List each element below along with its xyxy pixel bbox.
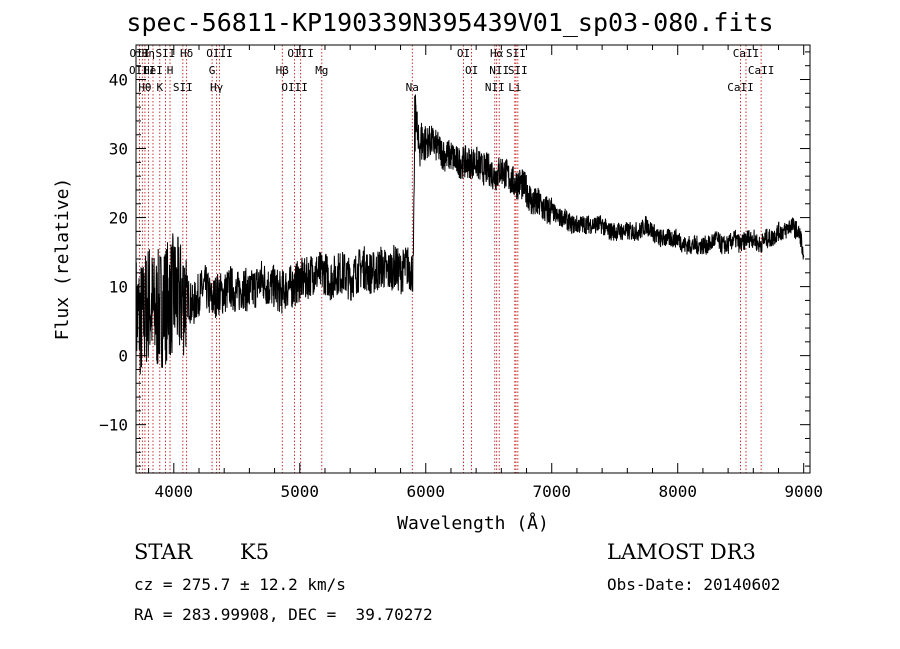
line-marker-label: CaII [727, 81, 754, 94]
line-marker-label: SII [506, 47, 526, 60]
line-marker-label: Hδ [180, 47, 193, 60]
ra-dec: RA = 283.99908, DEC = 39.70272 [134, 605, 433, 624]
object-class: STAR [134, 540, 193, 564]
line-marker-label: NII [485, 81, 505, 94]
y-tick-label: 30 [109, 140, 128, 159]
redshift-cz: cz = 275.7 ± 12.2 km/s [134, 575, 346, 594]
x-tick-label: 7000 [532, 482, 571, 501]
line-marker-label: SII [508, 64, 528, 77]
y-axis-label: Flux (relative) [52, 178, 73, 341]
line-marker-label: OIII [281, 81, 308, 94]
line-marker-label: H [167, 64, 174, 77]
x-axis-label: Wavelength (Å) [397, 512, 549, 534]
x-tick-label: 8000 [658, 482, 697, 501]
line-marker-label: Hβ [276, 64, 290, 77]
line-marker-label: OI [457, 47, 470, 60]
line-marker-label: K [156, 81, 163, 94]
survey-label: LAMOST DR3 [607, 540, 756, 564]
line-marker-label: OIII [287, 47, 314, 60]
line-marker-label: OI [465, 64, 478, 77]
y-tick-label: −10 [99, 416, 128, 435]
object-subclass: K5 [240, 540, 270, 564]
x-tick-label: 4000 [155, 482, 194, 501]
line-marker-label: Hη [142, 47, 155, 60]
line-marker-label: Na [406, 81, 419, 94]
line-marker-label: Li [508, 81, 521, 94]
x-tick-label: 9000 [784, 482, 823, 501]
axis-ticks [136, 45, 810, 473]
x-tick-label: 6000 [406, 482, 445, 501]
line-marker-label: CaII [733, 47, 760, 60]
line-marker-label: SII [173, 81, 193, 94]
line-markers [139, 45, 762, 473]
line-marker-label: Hα [490, 47, 504, 60]
y-tick-label: 20 [109, 209, 128, 228]
y-tick-label: 40 [109, 71, 128, 90]
x-tick-label: 5000 [281, 482, 320, 501]
y-tick-label: 10 [109, 278, 128, 297]
page-title: spec-56811-KP190339N395439V01_sp03-080.f… [126, 8, 774, 37]
axis-tick-labels: 4000 5000 6000 7000 8000 9000 −10 0 10 20 30 40 [99, 71, 823, 501]
line-marker-label: Hθ [138, 81, 151, 94]
spectrum-line [135, 94, 805, 377]
y-tick-label: 0 [118, 347, 128, 366]
line-marker-label: SII [156, 47, 176, 60]
obs-date: Obs-Date: 20140602 [607, 575, 781, 594]
plot-frame [135, 44, 811, 474]
line-marker-label: CaII [748, 64, 775, 77]
line-marker-label: OII [129, 47, 149, 60]
line-marker-label: HeI [143, 64, 163, 77]
line-marker-label: G [209, 64, 216, 77]
line-marker-label: Mg [315, 64, 328, 77]
line-marker-label: NII [489, 64, 509, 77]
line-marker-label: Hγ [210, 81, 224, 94]
line-marker-label: OIII [206, 47, 233, 60]
